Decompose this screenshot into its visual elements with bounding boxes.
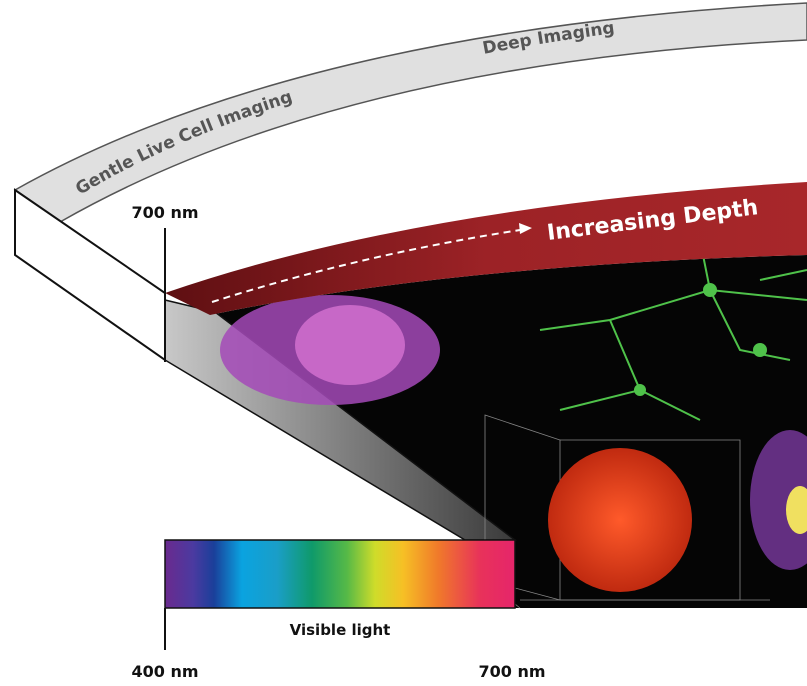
spectrum-end: 700 nm (478, 662, 545, 681)
depth-arrow (211, 229, 521, 303)
spectrum-start: 400 nm (131, 662, 198, 681)
cell-image (750, 430, 807, 570)
arrow-head (519, 223, 532, 234)
cell-image (786, 486, 807, 534)
spectrum-label: Visible light (290, 621, 391, 639)
cell-image (295, 305, 405, 385)
wavelength-label: 700 nm (131, 203, 198, 222)
arc-label: Gentle Live Cell Imaging (72, 87, 295, 199)
arc-label-text: Gentle Live Cell Imaging (72, 87, 295, 199)
spectrum-bar (164, 539, 516, 609)
sphere-image (548, 448, 692, 592)
imaging-band (13, 2, 807, 223)
depth-band (165, 182, 807, 315)
